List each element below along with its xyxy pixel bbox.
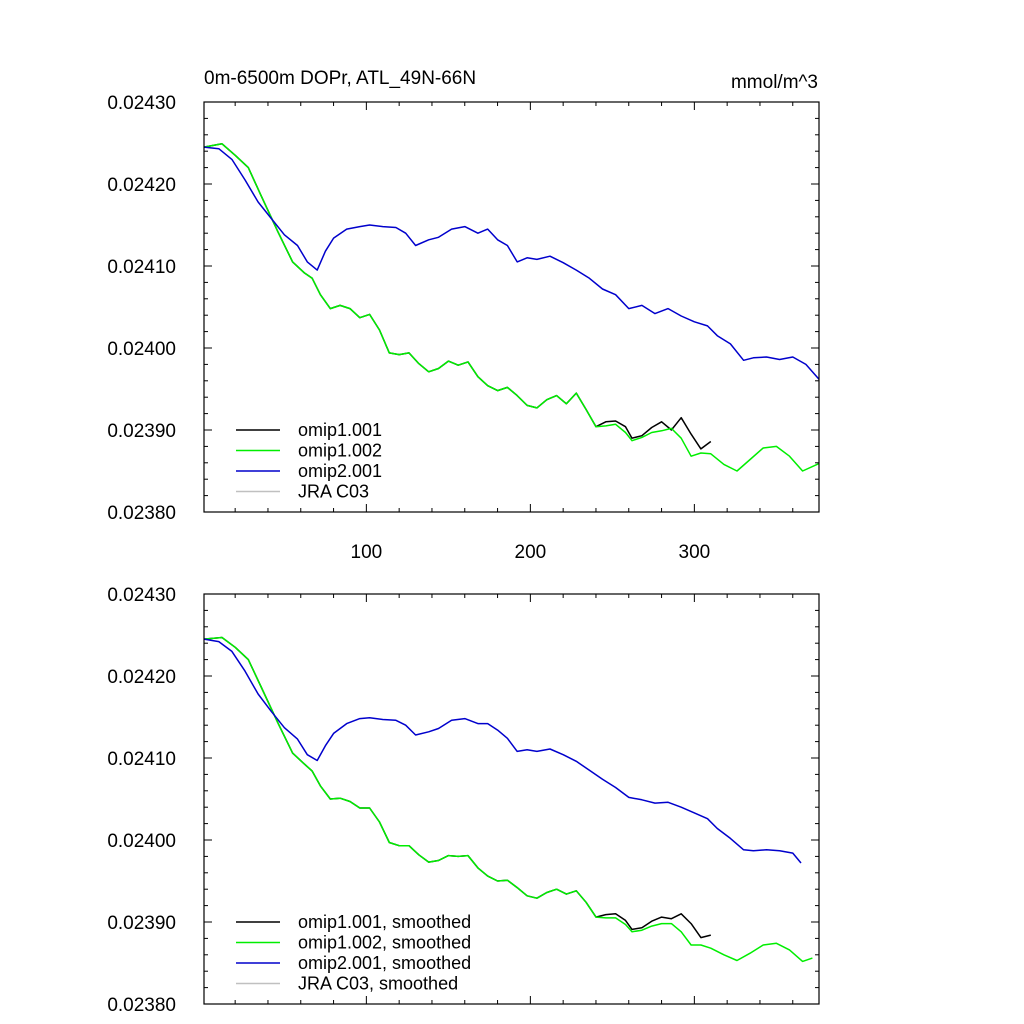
legend-label: omip1.001, smoothed <box>298 912 471 932</box>
y-tick-label: 0.02400 <box>107 831 176 852</box>
panel-title: 0m-6500m DOPr, ATL_49N-66N <box>204 68 476 89</box>
y-tick-label: 0.02410 <box>107 749 176 770</box>
y-tick-label: 0.02410 <box>107 257 176 278</box>
plot-frame <box>203 593 820 1005</box>
y-tick-label: 0.02390 <box>107 421 176 442</box>
series-line-omip2-001 <box>203 146 820 380</box>
y-tick-label: 0.02420 <box>107 667 176 688</box>
y-tick-label: 0.02400 <box>107 339 176 360</box>
legend-label: omip1.002 <box>298 441 382 461</box>
y-tick-label: 0.02420 <box>107 175 176 196</box>
y-tick-label: 0.02380 <box>107 503 176 524</box>
x-tick-label: 200 <box>515 542 547 563</box>
y-tick-label: 0.02430 <box>107 585 176 606</box>
x-tick-label: 100 <box>351 542 383 563</box>
legend-label: omip2.001, smoothed <box>298 953 471 973</box>
units-label: mmol/m^3 <box>731 72 818 93</box>
tick-layer: 0.02380 0.02390 0.02400 0.02410 0.02420 0.024… <box>107 585 819 1016</box>
x-tick-label: 300 <box>679 542 711 563</box>
series-line-omip1-001 <box>203 636 711 939</box>
legend-label: omip1.002, smoothed <box>298 933 471 953</box>
legend-label: omip2.001 <box>298 461 382 481</box>
legend-label: omip1.001 <box>298 420 382 440</box>
tick-layer: 0.02380 0.02390 0.02400 0.02410 0.02420 0.024… <box>107 93 819 563</box>
series-line-omip1-001 <box>203 143 712 450</box>
legend-label: JRA C03, smoothed <box>298 974 458 994</box>
series-layer <box>203 636 813 963</box>
series-line-omip2-001 <box>203 638 802 864</box>
series-layer <box>203 143 820 472</box>
plot-frame <box>203 101 820 513</box>
series-line-omip1-002 <box>203 143 820 472</box>
bottom-panel: 0.02380 0.02390 0.02400 0.02410 0.02420 0.024… <box>107 585 820 1016</box>
y-tick-label: 0.02430 <box>107 93 176 114</box>
y-tick-label: 0.02380 <box>107 995 176 1016</box>
top-panel: 0m-6500m DOPr, ATL_49N-66N mmol/m^3 0.02… <box>107 68 820 563</box>
y-tick-label: 0.02390 <box>107 913 176 934</box>
series-line-omip1-002 <box>203 636 813 963</box>
legend-label: JRA C03 <box>298 482 369 502</box>
